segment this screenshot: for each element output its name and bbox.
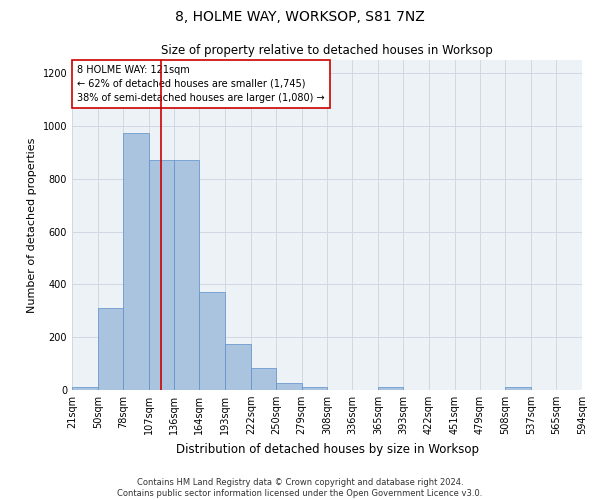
Y-axis label: Number of detached properties: Number of detached properties [27, 138, 37, 312]
Bar [225, 344, 251, 390]
Bar [98, 308, 123, 390]
Bar [302, 388, 328, 390]
Title: Size of property relative to detached houses in Worksop: Size of property relative to detached ho… [161, 44, 493, 58]
Bar [276, 382, 302, 390]
Bar [505, 387, 531, 390]
Bar [251, 368, 276, 390]
Text: 8, HOLME WAY, WORKSOP, S81 7NZ: 8, HOLME WAY, WORKSOP, S81 7NZ [175, 10, 425, 24]
Bar [199, 292, 225, 390]
Bar [149, 160, 175, 390]
Text: Contains HM Land Registry data © Crown copyright and database right 2024.
Contai: Contains HM Land Registry data © Crown c… [118, 478, 482, 498]
Bar [175, 160, 199, 390]
X-axis label: Distribution of detached houses by size in Worksop: Distribution of detached houses by size … [176, 442, 479, 456]
Bar [378, 388, 403, 390]
Bar [123, 132, 149, 390]
Text: 8 HOLME WAY: 121sqm
← 62% of detached houses are smaller (1,745)
38% of semi-det: 8 HOLME WAY: 121sqm ← 62% of detached ho… [77, 65, 325, 103]
Bar [72, 387, 98, 390]
